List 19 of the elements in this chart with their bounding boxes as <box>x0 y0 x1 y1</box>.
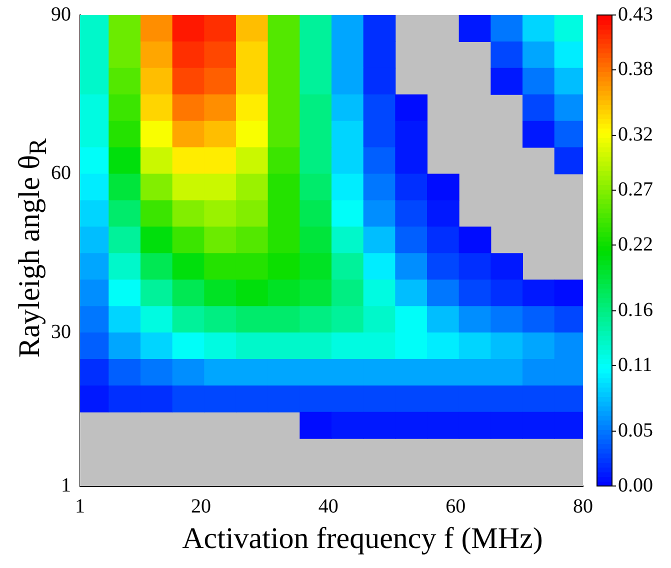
x-tick-label: 1 <box>75 495 85 518</box>
color-bar-label: 0.43 <box>618 3 653 26</box>
color-bar-label: 0.05 <box>618 419 653 442</box>
color-bar-label: 0.16 <box>618 298 653 321</box>
x-tick-label: 60 <box>446 495 466 518</box>
y-tick-label: 1 <box>61 474 71 496</box>
color-bar-label: 0.27 <box>618 178 653 201</box>
y-tick-label: 90 <box>51 3 71 26</box>
color-bar-label: 0.22 <box>618 233 653 256</box>
y-tick-label: 60 <box>51 162 71 184</box>
x-tick-label: 40 <box>318 495 338 518</box>
x-tick-label: 20 <box>190 495 211 518</box>
x-tick-label: 80 <box>573 495 593 518</box>
y-tick-label: 30 <box>51 320 71 343</box>
color-bar-label: 0.00 <box>618 474 653 496</box>
color-bar-label: 0.38 <box>618 58 653 80</box>
x-axis-title: Activation frequency f (MHz) <box>181 522 544 556</box>
color-bar-label: 0.32 <box>618 124 653 146</box>
color-bar-label: 0.11 <box>618 354 652 376</box>
